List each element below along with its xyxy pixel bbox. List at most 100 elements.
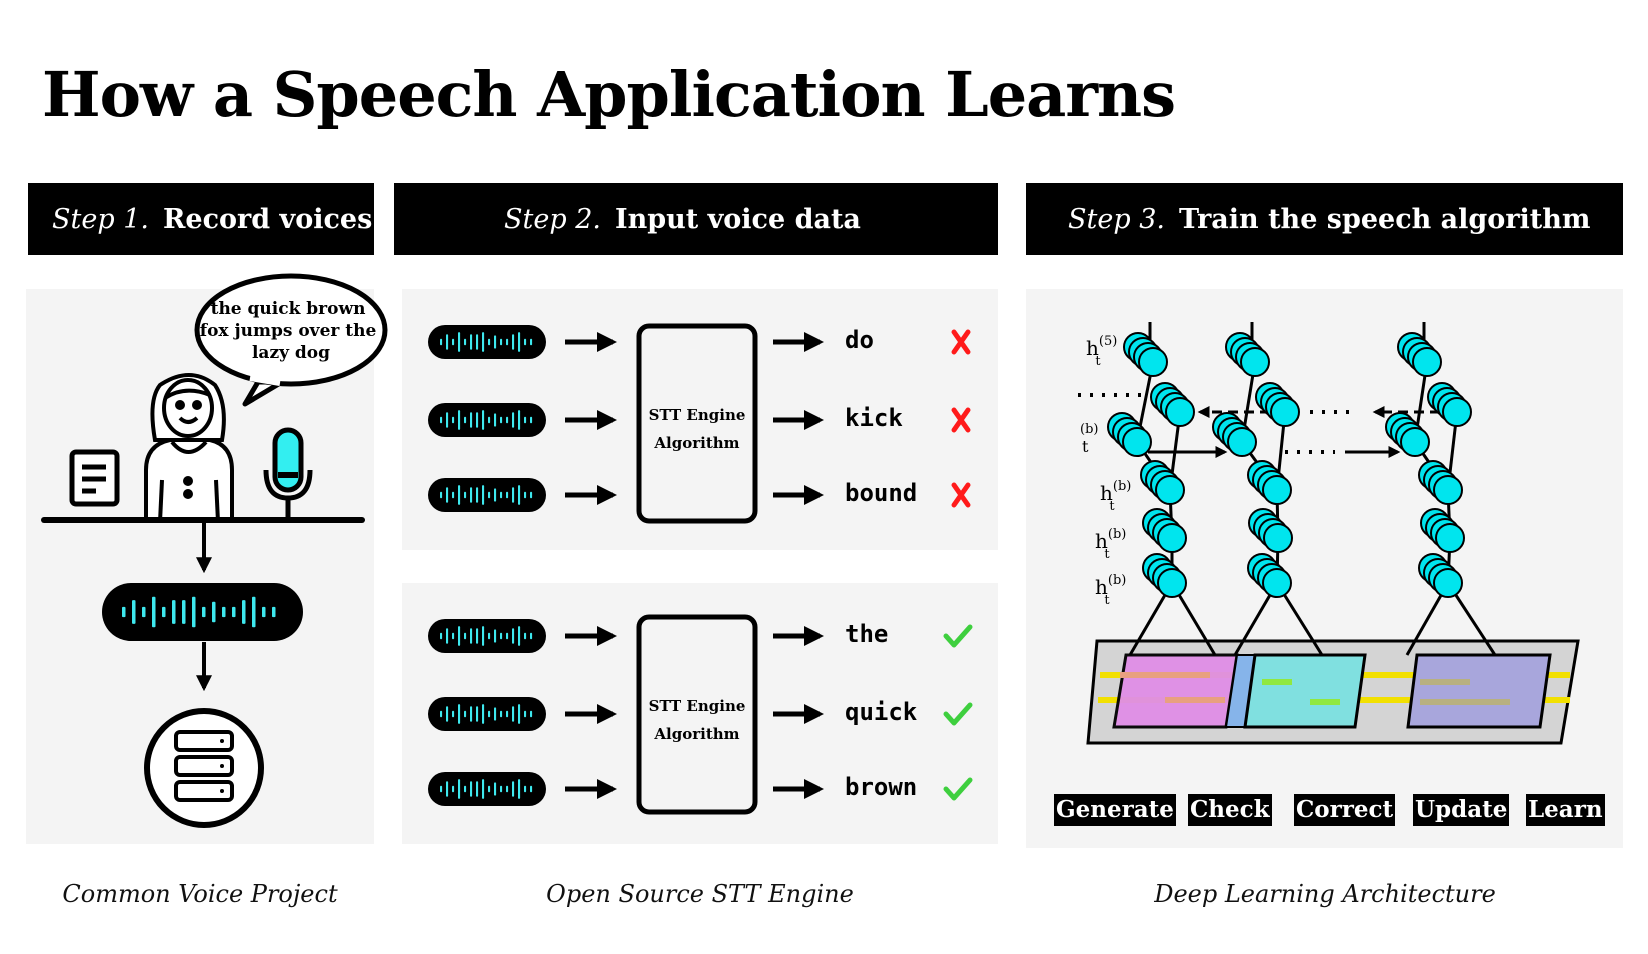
waveform-bar: [446, 628, 449, 644]
cross-icon: [951, 407, 971, 433]
speech-bubble: the quick brown fox jumps over the lazy …: [194, 273, 388, 407]
waveform-bar: [440, 710, 443, 718]
waveform-bar: [494, 782, 497, 796]
waveform-bar: [182, 600, 186, 624]
waveform-bar: [440, 491, 443, 499]
waveform-bar: [202, 606, 206, 618]
waveform-bar: [518, 410, 521, 430]
waveform-bar: [530, 632, 533, 640]
neuron-stack: [1418, 460, 1463, 505]
svg-text:h(b)t: h(b) t: [1095, 573, 1126, 608]
step-1-header: Step 1. Record voices: [28, 183, 374, 255]
waveform-bar: [212, 601, 216, 623]
step-label: Input voice data: [614, 203, 861, 235]
waveform-bar: [524, 710, 527, 718]
waveform-bar: [470, 781, 473, 797]
waveform-bar: [512, 628, 515, 644]
waveform-bar: [440, 416, 443, 424]
waveform-bar: [446, 706, 449, 722]
waveform-bar: [524, 338, 527, 346]
check-label: Check: [1188, 794, 1272, 826]
transcribed-word: bound: [845, 479, 918, 507]
transcribed-word: kick: [845, 404, 903, 432]
waveform-bar: [494, 488, 497, 502]
waveform-bar: [518, 626, 521, 646]
waveform-bar: [506, 632, 509, 640]
step-label: Train the speech algorithm: [1178, 203, 1591, 235]
waveform-bar: [524, 491, 527, 499]
database-server-icon: [144, 708, 264, 828]
waveform-bar: [500, 710, 503, 718]
neuron-stack: [1385, 412, 1430, 457]
cross-icon: [951, 329, 971, 355]
waveform-bar: [530, 338, 533, 346]
step-3-header: Step 3. Train the speech algorithm: [1026, 183, 1623, 255]
waveform-bar: [470, 706, 473, 722]
waveform-bar: [132, 600, 136, 624]
waveform-bar: [458, 704, 461, 724]
waveform-bar: [464, 710, 467, 718]
waveform-bar: [452, 632, 455, 640]
waveform-bar: [272, 606, 276, 618]
waveform-bar: [440, 785, 443, 793]
waveform-bar: [192, 596, 196, 628]
transcribed-word: brown: [845, 773, 918, 801]
waveform-bar: [464, 632, 467, 640]
waveform-icon: [428, 325, 546, 359]
waveform-bar: [506, 710, 509, 718]
neuron-stack: [1420, 508, 1465, 553]
waveform-bar: [262, 606, 266, 618]
waveform-bar: [252, 596, 256, 628]
waveform-bar: [506, 785, 509, 793]
waveform-bar: [530, 491, 533, 499]
svg-text:h(5)t: h(5) t: [1086, 334, 1117, 369]
waveform-bar: [152, 596, 156, 628]
waveform-bar: [482, 485, 485, 505]
waveform-bar: [464, 416, 467, 424]
transcribed-word: quick: [845, 698, 918, 726]
waveform-bar: [464, 338, 467, 346]
waveform-bar: [464, 785, 467, 793]
waveform-bar: [494, 335, 497, 349]
waveform-bar: [518, 485, 521, 505]
waveform-bar: [482, 704, 485, 724]
waveform-bar: [446, 334, 449, 350]
waveform-bar: [464, 491, 467, 499]
neuron-stack: [1247, 460, 1292, 505]
neuron-stack: [1397, 332, 1442, 377]
step-2-header: Step 2. Input voice data: [394, 183, 998, 255]
cross-icon: [951, 482, 971, 508]
waveform-bar: [476, 487, 479, 503]
waveform-bar: [142, 606, 146, 618]
person-icon: [144, 373, 234, 523]
waveform-bar: [440, 632, 443, 640]
bubble-text: the quick brown fox jumps over the lazy …: [200, 299, 382, 363]
waveform-bar: [500, 632, 503, 640]
step-3-caption: Deep Learning Architecture: [1154, 880, 1496, 908]
correct-label: Correct: [1294, 794, 1396, 826]
neuron-stack: [1140, 460, 1185, 505]
waveform-bar: [452, 491, 455, 499]
waveform-icon: [428, 619, 546, 653]
transcribed-word: the: [845, 620, 889, 648]
svg-text:h(b)t: h(b) t: [1095, 527, 1126, 562]
transcribed-word: do: [845, 326, 874, 354]
step-label: Record voices: [162, 203, 373, 235]
neuron-stack: [1255, 382, 1300, 427]
neuron-stack: [1247, 553, 1292, 598]
neuron-stack: [1248, 508, 1293, 553]
input-spectrogram: [1086, 639, 1580, 745]
waveform-bar: [488, 632, 491, 640]
neuron-stack: [1212, 412, 1257, 457]
waveform-bar: [232, 606, 236, 618]
svg-text:(b): (b): [1080, 422, 1098, 437]
waveform-bar: [488, 338, 491, 346]
waveform-bar: [524, 632, 527, 640]
waveform-bar: [470, 412, 473, 428]
waveform-bar: [476, 412, 479, 428]
step-prefix: Step 3.: [1068, 203, 1165, 235]
waveform-bar: [530, 416, 533, 424]
waveform-bar: [500, 338, 503, 346]
waveform-bar: [488, 785, 491, 793]
